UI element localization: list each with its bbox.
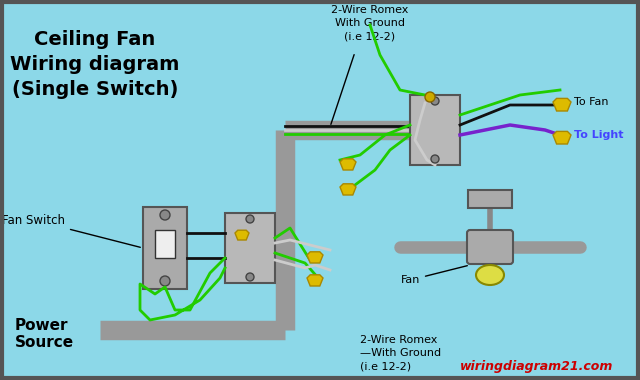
Circle shape <box>160 210 170 220</box>
Polygon shape <box>340 159 356 170</box>
Polygon shape <box>553 98 571 111</box>
Polygon shape <box>553 131 571 144</box>
Circle shape <box>431 155 439 163</box>
Circle shape <box>160 276 170 286</box>
Bar <box>155 230 175 258</box>
Text: Fan Switch: Fan Switch <box>2 214 140 247</box>
Polygon shape <box>307 252 323 263</box>
Text: Wiring diagram: Wiring diagram <box>10 55 180 74</box>
Bar <box>468 190 512 208</box>
Text: To Light: To Light <box>574 130 623 140</box>
Bar <box>143 207 187 289</box>
Ellipse shape <box>476 265 504 285</box>
Bar <box>225 213 275 283</box>
Text: 2-Wire Romex
—With Ground
(i.e 12-2): 2-Wire Romex —With Ground (i.e 12-2) <box>360 335 441 371</box>
Text: To Fan: To Fan <box>574 97 609 107</box>
Bar <box>410 95 460 165</box>
Circle shape <box>246 273 254 281</box>
Text: 2-Wire Romex
With Ground
(i.e 12-2): 2-Wire Romex With Ground (i.e 12-2) <box>332 5 409 41</box>
FancyBboxPatch shape <box>467 230 513 264</box>
Polygon shape <box>340 184 356 195</box>
Polygon shape <box>307 275 323 286</box>
Text: wiringdiagram21.com: wiringdiagram21.com <box>460 360 613 373</box>
Text: (Single Switch): (Single Switch) <box>12 80 178 99</box>
Text: Fan: Fan <box>401 266 467 285</box>
Polygon shape <box>235 230 249 240</box>
Circle shape <box>431 97 439 105</box>
Text: Ceiling Fan: Ceiling Fan <box>35 30 156 49</box>
Circle shape <box>425 92 435 102</box>
Circle shape <box>246 215 254 223</box>
Text: Power
Source: Power Source <box>15 318 74 350</box>
